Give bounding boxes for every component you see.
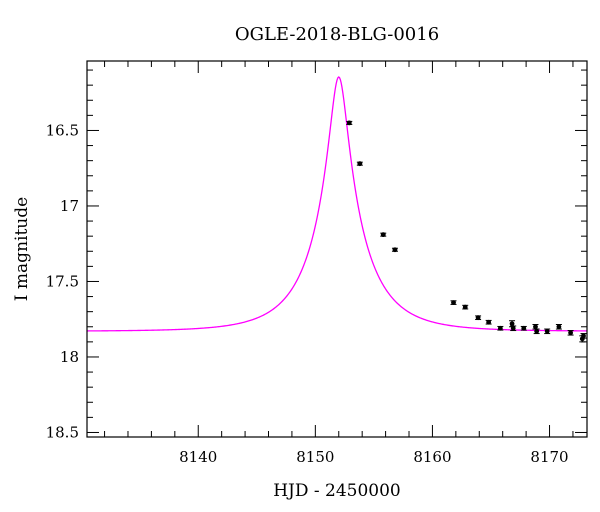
data-point: [380, 232, 386, 238]
chart-title: OGLE-2018-BLG-0016: [235, 24, 439, 45]
x-tick-label: 8150: [296, 448, 334, 466]
data-point: [451, 300, 456, 306]
y-tick-label: 16.5: [46, 121, 79, 139]
y-axis-label: I magnitude: [12, 197, 32, 301]
x-axis-label: HJD - 2450000: [273, 481, 401, 501]
data-point: [357, 161, 363, 167]
data-point: [497, 325, 503, 331]
model-curve: [87, 76, 587, 332]
y-tick-label: 18.5: [46, 423, 79, 441]
data-point: [533, 324, 538, 330]
data-point: [346, 120, 352, 126]
data-point: [544, 328, 550, 334]
data-point: [568, 330, 574, 336]
data-point: [462, 304, 468, 310]
y-tick-label: 18: [60, 348, 79, 366]
data-point: [510, 325, 516, 331]
data-point: [392, 247, 398, 253]
data-point: [509, 321, 515, 327]
y-tick-label: 17: [60, 197, 79, 215]
plot-frame: [86, 60, 588, 438]
y-tick-label: 17.5: [46, 272, 79, 290]
plot-area: 8140 8150 8160 8170 16.5 17 17.5 18 18.5: [46, 61, 587, 466]
x-tick-label: 8160: [413, 448, 451, 466]
data-point: [534, 328, 540, 334]
data-point: [556, 324, 562, 330]
x-tick-label: 8170: [530, 448, 568, 466]
x-tick-label: 8140: [179, 448, 217, 466]
data-point: [486, 319, 492, 325]
data-point: [475, 315, 481, 321]
data-point: [521, 325, 527, 331]
data-point: [581, 333, 586, 339]
